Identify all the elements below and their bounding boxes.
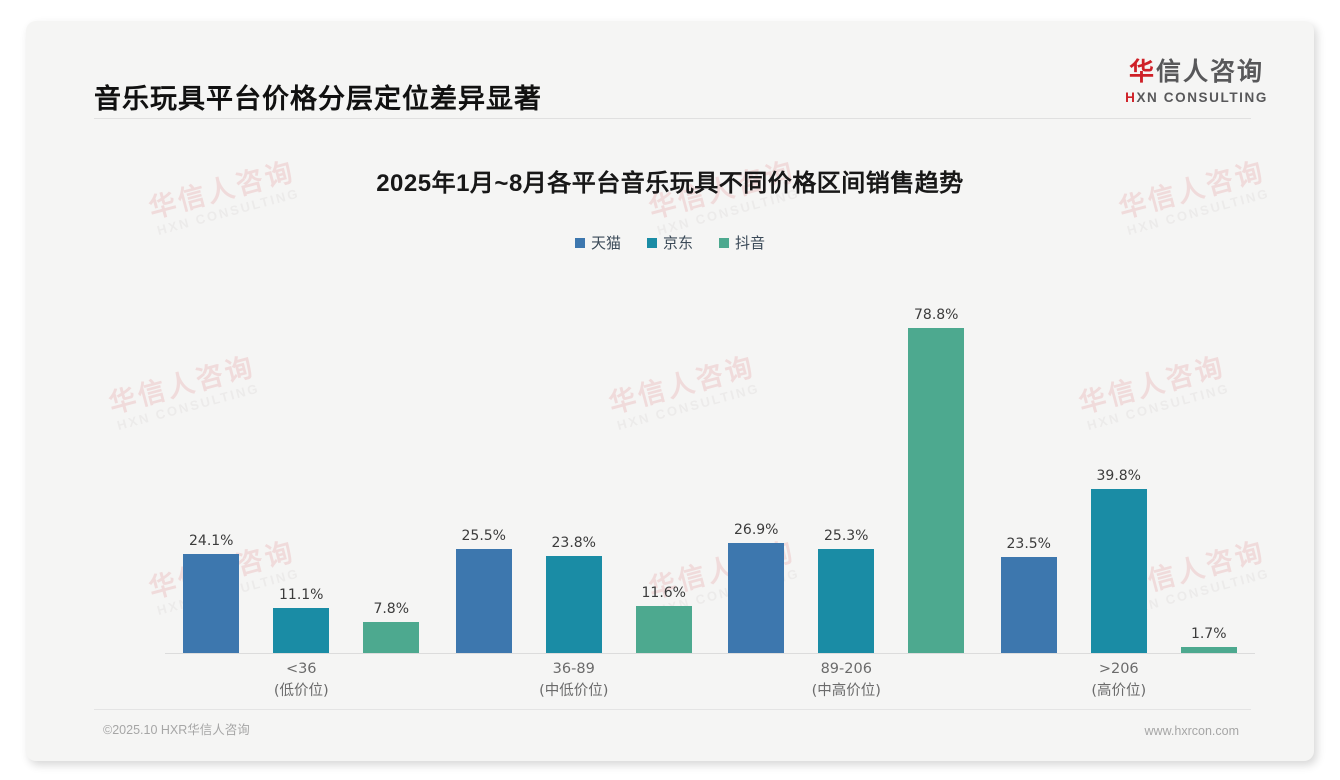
bar-value-label: 11.6%	[641, 585, 686, 602]
x-axis-label-main: 89-206	[820, 661, 872, 677]
bars-container: 25.5% 23.8% 11.6%	[438, 266, 711, 654]
footer-website: www.hxrcon.com	[1144, 724, 1239, 738]
bar-rect[interactable]	[545, 555, 602, 654]
bar-天猫->206[interactable]: 23.5%	[1000, 266, 1057, 654]
bar-group-36-89: 25.5% 23.8% 11.6%	[438, 266, 711, 654]
bar-value-label: 26.9%	[734, 521, 779, 538]
legend-item-天猫[interactable]: 天猫	[574, 232, 621, 253]
logo-cn-rest: 信人咨询	[1156, 58, 1265, 86]
bar-rect[interactable]	[183, 554, 240, 654]
bar-group-<36: 24.1% 11.1% 7.8%	[165, 266, 438, 654]
bar-京东-<36[interactable]: 11.1%	[273, 266, 330, 654]
legend-swatch-icon	[646, 237, 657, 248]
bars-container: 23.5% 39.8% 1.7%	[983, 266, 1256, 654]
bar-value-label: 24.1%	[189, 533, 234, 550]
legend-label: 抖音	[735, 234, 766, 252]
bar-抖音-89-206[interactable]: 78.8%	[908, 266, 965, 654]
header-divider	[94, 118, 1251, 119]
bar-rect[interactable]	[1090, 489, 1147, 654]
x-axis-label-sub: (中高价位)	[811, 682, 881, 699]
bar-rect[interactable]	[635, 606, 692, 654]
x-axis-label->206: >206 (高价位)	[983, 659, 1256, 703]
legend-swatch-icon	[574, 237, 585, 248]
chart-title: 2025年1月~8月各平台音乐玩具不同价格区间销售趋势	[376, 170, 964, 197]
x-axis-label-main: >206	[1098, 661, 1139, 677]
x-axis-labels: <36 (低价位) 36-89 (中低价位) 89-206 (中高价位) >206 (高价位)	[165, 659, 1255, 703]
x-axis-label-<36: <36 (低价位)	[165, 659, 438, 703]
logo-h-char: H	[1125, 89, 1137, 105]
bar-京东-36-89[interactable]: 23.8%	[545, 266, 602, 654]
bar-group-89-206: 26.9% 25.3% 78.8%	[710, 266, 983, 654]
legend-item-抖音[interactable]: 抖音	[719, 232, 765, 253]
bar-抖音-36-89[interactable]: 11.6%	[635, 266, 692, 654]
x-axis-label-main: 36-89	[552, 661, 595, 677]
bar-京东->206[interactable]: 39.8%	[1090, 266, 1147, 654]
bar-value-label: 25.5%	[461, 527, 506, 544]
bar-value-label: 23.5%	[1006, 535, 1051, 552]
bar-groups: 24.1% 11.1% 7.8% 25.5% 23.8% 11.6% 26.9% 25.3% 7…	[165, 266, 1255, 654]
company-logo: 华信人咨询 HXN CONSULTING	[1125, 58, 1268, 105]
logo-english-text: HXN CONSULTING	[1125, 90, 1268, 105]
x-axis-label-36-89: 36-89 (中低价位)	[438, 659, 711, 703]
bar-value-label: 7.8%	[373, 600, 410, 617]
x-axis-label-89-206: 89-206 (中高价位)	[710, 659, 983, 703]
bar-京东-89-206[interactable]: 25.3%	[818, 266, 875, 654]
bar-rect[interactable]	[273, 608, 330, 654]
bar-value-label: 1.7%	[1190, 625, 1227, 642]
x-axis-line	[165, 653, 1255, 654]
bar-天猫-89-206[interactable]: 26.9%	[728, 266, 785, 654]
bars-container: 26.9% 25.3% 78.8%	[710, 266, 983, 654]
logo-en-rest: XN CONSULTING	[1136, 89, 1268, 105]
legend-swatch-icon	[719, 237, 729, 248]
x-axis-label-main: <36	[285, 661, 317, 677]
bar-rect[interactable]	[908, 328, 965, 654]
bar-天猫-<36[interactable]: 24.1%	[183, 266, 240, 654]
x-axis-label-sub: (高价位)	[1091, 682, 1147, 699]
legend-label: 天猫	[590, 234, 621, 252]
bar-天猫-36-89[interactable]: 25.5%	[455, 266, 512, 654]
x-axis-label-sub: (中低价位)	[539, 682, 609, 699]
legend-label: 京东	[662, 234, 693, 252]
x-axis-label-sub: (低价位)	[273, 682, 329, 699]
logo-hua-char: 华	[1129, 58, 1157, 86]
slide-header: 音乐玩具平台价格分层定位差异显著 华信人咨询 HXN CONSULTING	[26, 21, 1314, 118]
bar-rect[interactable]	[363, 621, 420, 654]
bar-rect[interactable]	[1000, 556, 1057, 654]
footer-divider	[94, 709, 1251, 710]
bars-container: 24.1% 11.1% 7.8%	[165, 266, 438, 654]
bar-group->206: 23.5% 39.8% 1.7%	[983, 266, 1256, 654]
chart-legend: 天猫 京东 抖音	[26, 232, 1314, 253]
bar-rect[interactable]	[818, 549, 875, 654]
logo-chinese-text: 华信人咨询	[1125, 58, 1268, 87]
page-title: 音乐玩具平台价格分层定位差异显著	[94, 84, 542, 114]
bar-rect[interactable]	[1180, 646, 1237, 654]
bar-value-label: 78.8%	[914, 307, 959, 324]
bar-rect[interactable]	[455, 548, 512, 654]
legend-item-京东[interactable]: 京东	[646, 232, 693, 253]
bar-value-label: 39.8%	[1096, 468, 1141, 485]
bar-value-label: 11.1%	[279, 587, 324, 604]
footer-copyright: ©2025.10 HXR华信人咨询	[103, 723, 250, 737]
bar-抖音-<36[interactable]: 7.8%	[363, 266, 420, 654]
bar-value-label: 25.3%	[824, 528, 869, 545]
bar-抖音->206[interactable]: 1.7%	[1180, 266, 1237, 654]
slide-canvas: 华信人咨询 HXN CONSULTING 华信人咨询 HXN CONSULTING 华信…	[26, 21, 1314, 761]
chart-plot-area: 24.1% 11.1% 7.8% 25.5% 23.8% 11.6% 26.9% 25.3% 7…	[165, 266, 1255, 654]
bar-value-label: 23.8%	[551, 534, 596, 551]
bar-rect[interactable]	[728, 542, 785, 654]
